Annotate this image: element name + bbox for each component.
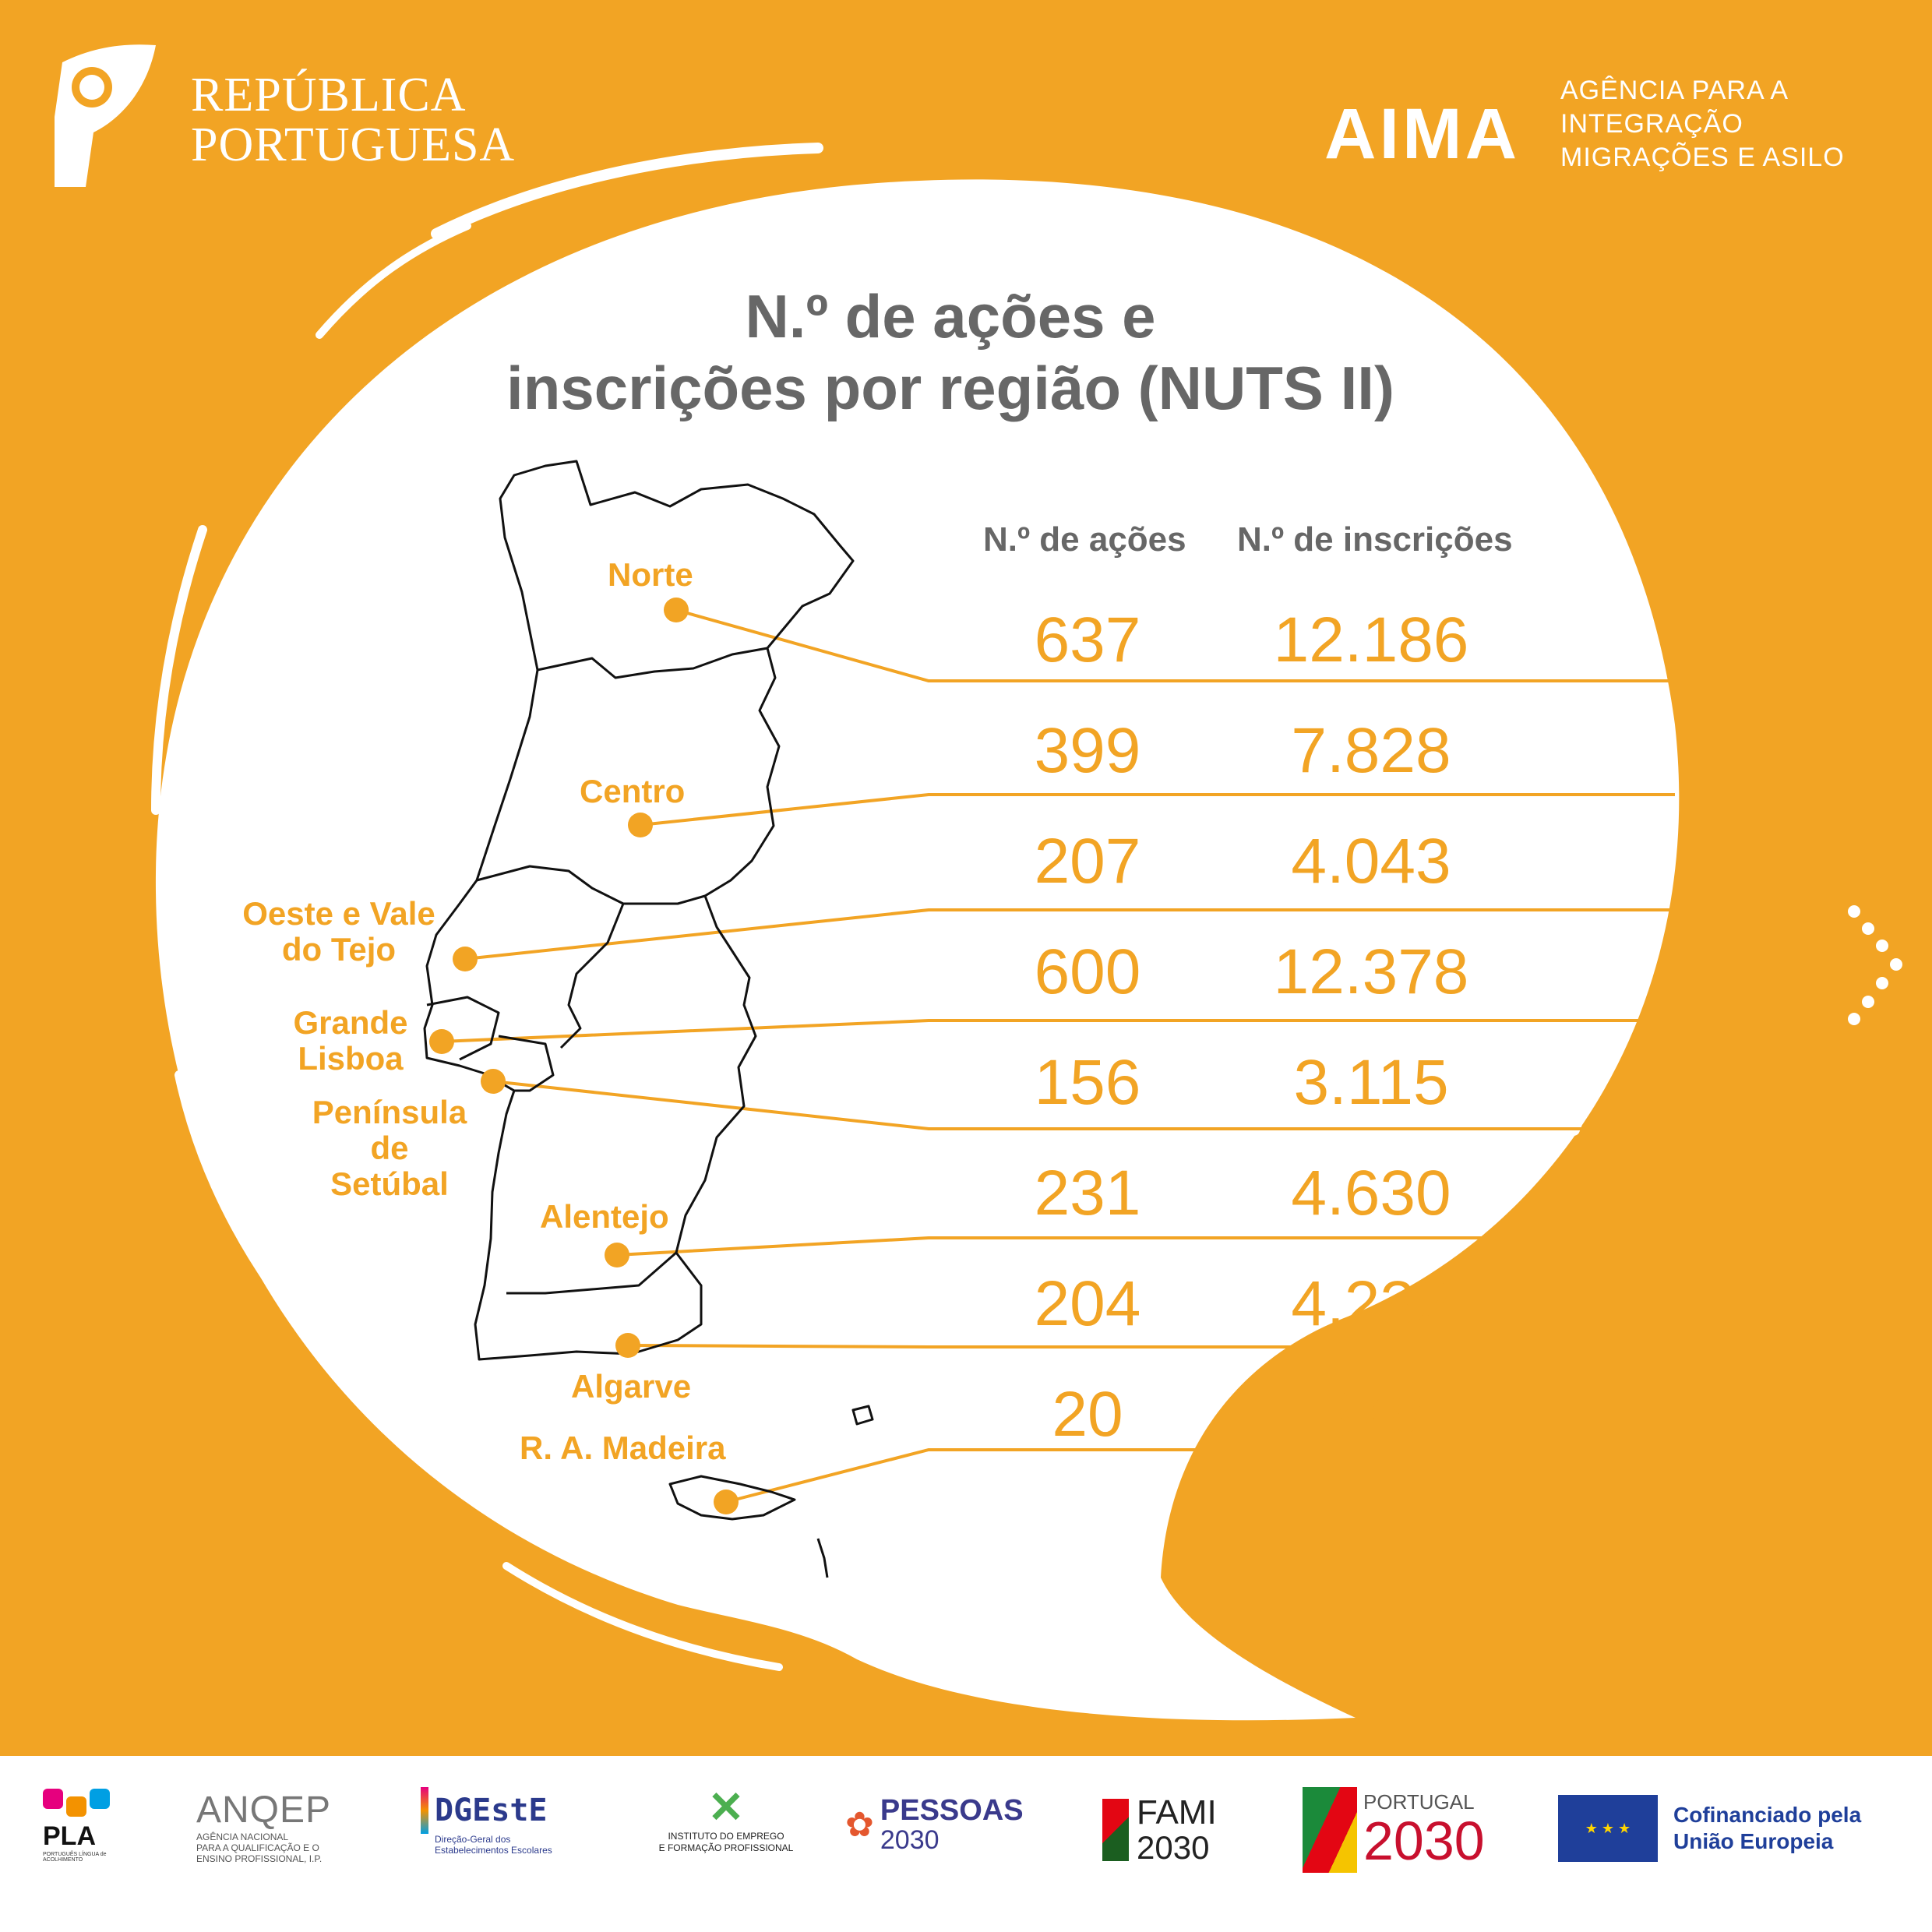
dot-setubal <box>481 1069 506 1094</box>
column-header-acoes: N.º de ações <box>983 520 1186 559</box>
inscricoes-alentejo: 4.630 <box>1291 1158 1451 1229</box>
aima-logo: AIMA <box>1324 94 1521 174</box>
connector-lisboa <box>441 1019 1729 1043</box>
dgeste-logo: DGEstE Direção-Geral dos Estabelecimento… <box>421 1787 608 1856</box>
connector-centro <box>640 793 1675 827</box>
connector-norte <box>675 608 1683 682</box>
page-title: N.º de ações e inscrições por região (NU… <box>405 280 1496 424</box>
aima-full-name: AGÊNCIA PARA A INTEGRAÇÃO MIGRAÇÕES E AS… <box>1560 74 1845 175</box>
border-alentejo-algarve <box>506 1251 677 1295</box>
dot-centro <box>628 813 653 837</box>
column-header-inscricoes: N.º de inscrições <box>1237 520 1513 559</box>
inscricoes-algarve: 4.232 <box>1291 1268 1451 1339</box>
eu-cofinanciado-logo: ★ ★ ★ Cofinanciado pela União Europeia <box>1558 1795 1901 1862</box>
inscricoes-oeste: 4.043 <box>1291 826 1451 897</box>
porto-santo-island <box>851 1405 874 1426</box>
acoes-setubal: 156 <box>1034 1047 1141 1118</box>
connector-oeste <box>464 908 1706 961</box>
portugal-2030-logo: PORTUGAL 2030 <box>1303 1787 1513 1873</box>
border-lisboa <box>426 996 500 1061</box>
dot-alentejo <box>605 1243 629 1267</box>
mainland-outline <box>423 460 855 1361</box>
region-label-lisboa: Grande Lisboa <box>293 1004 408 1077</box>
aima-name-line: INTEGRAÇÃO <box>1560 109 1743 139</box>
iefp-logo: ✕ INSTITUTO DO EMPREGO E FORMAÇÃO PROFIS… <box>648 1784 804 1854</box>
region-label-setubal: Península de Setúbal <box>312 1094 467 1202</box>
eu-flag-icon: ★ ★ ★ <box>1558 1795 1658 1862</box>
portugal-2030-mark-icon <box>1303 1787 1357 1873</box>
connector-alentejo <box>616 1236 1652 1257</box>
dot-algarve <box>615 1333 640 1358</box>
chevron-dots-icon <box>1848 905 1902 1025</box>
aima-name-line: AGÊNCIA PARA A <box>1560 76 1789 105</box>
dot-lisboa <box>429 1029 454 1054</box>
inscricoes-madeira: 378 <box>1317 1379 1425 1450</box>
connector-algarve <box>627 1344 1620 1349</box>
fami-mark-icon <box>1102 1799 1129 1861</box>
pessoas-2030-logo: ✿ PESSOAS 2030 <box>845 1794 1024 1855</box>
border-oeste-alentejo <box>559 903 625 1049</box>
border-norte-centro <box>537 647 768 679</box>
anqep-logo: ANQEP AGÊNCIA NACIONAL PARA A QUALIFICAÇ… <box>196 1789 332 1864</box>
fami-2030-logo: FAMI 2030 <box>1102 1795 1274 1865</box>
acoes-algarve: 204 <box>1034 1268 1141 1339</box>
region-label-norte: Norte <box>608 556 693 593</box>
dot-norte <box>664 598 689 622</box>
dot-oeste <box>453 947 478 971</box>
region-label-madeira: R. A. Madeira <box>520 1430 726 1466</box>
republica-portuguesa-logo: REPÚBLICA PORTUGUESA <box>191 69 516 171</box>
desertas-islands <box>816 1538 829 1578</box>
acoes-centro: 399 <box>1034 715 1141 786</box>
title-line: N.º de ações e <box>745 282 1156 351</box>
portugal-map <box>423 460 874 1578</box>
acoes-norte: 637 <box>1034 605 1141 675</box>
aima-name-line: MIGRAÇÕES E ASILO <box>1560 143 1845 172</box>
acoes-madeira: 20 <box>1052 1379 1123 1450</box>
acoes-lisboa: 600 <box>1034 936 1141 1007</box>
brush-strokes <box>151 143 1641 1671</box>
inscricoes-norte: 12.186 <box>1273 605 1469 675</box>
connector-madeira <box>725 1448 1558 1504</box>
inscricoes-setubal: 3.115 <box>1293 1047 1449 1118</box>
region-label-algarve: Algarve <box>571 1368 692 1405</box>
madeira-island <box>668 1475 796 1521</box>
footer-logos: PLA PORTUGUÊS LÍNGUA de ACOLHIMENTO ANQE… <box>0 1756 1932 1932</box>
inscricoes-lisboa: 12.378 <box>1273 936 1469 1007</box>
dgeste-mark-icon <box>421 1787 428 1834</box>
region-label-alentejo: Alentejo <box>540 1198 669 1235</box>
border-setubal <box>498 1035 555 1092</box>
dot-madeira <box>714 1490 739 1514</box>
region-dots <box>429 598 739 1514</box>
speech-bubble <box>155 179 1680 1721</box>
pla-logo: PLA PORTUGUÊS LÍNGUA de ACOLHIMENTO <box>43 1789 136 1863</box>
region-label-centro: Centro <box>580 773 686 809</box>
pessoas-mark-icon: ✿ <box>845 1805 874 1844</box>
border-centro-oeste <box>476 865 706 905</box>
connector-setubal <box>492 1080 1667 1130</box>
region-label-oeste: Oeste e Vale do Tejo <box>242 895 435 968</box>
title-line: inscrições por região (NUTS II) <box>506 354 1394 422</box>
iefp-mark-icon: ✕ <box>707 1782 745 1832</box>
republica-emblem-icon <box>55 44 156 187</box>
connector-lines <box>441 608 1729 1504</box>
acoes-alentejo: 231 <box>1034 1158 1141 1229</box>
acoes-oeste: 207 <box>1034 826 1141 897</box>
inscricoes-centro: 7.828 <box>1291 715 1451 786</box>
